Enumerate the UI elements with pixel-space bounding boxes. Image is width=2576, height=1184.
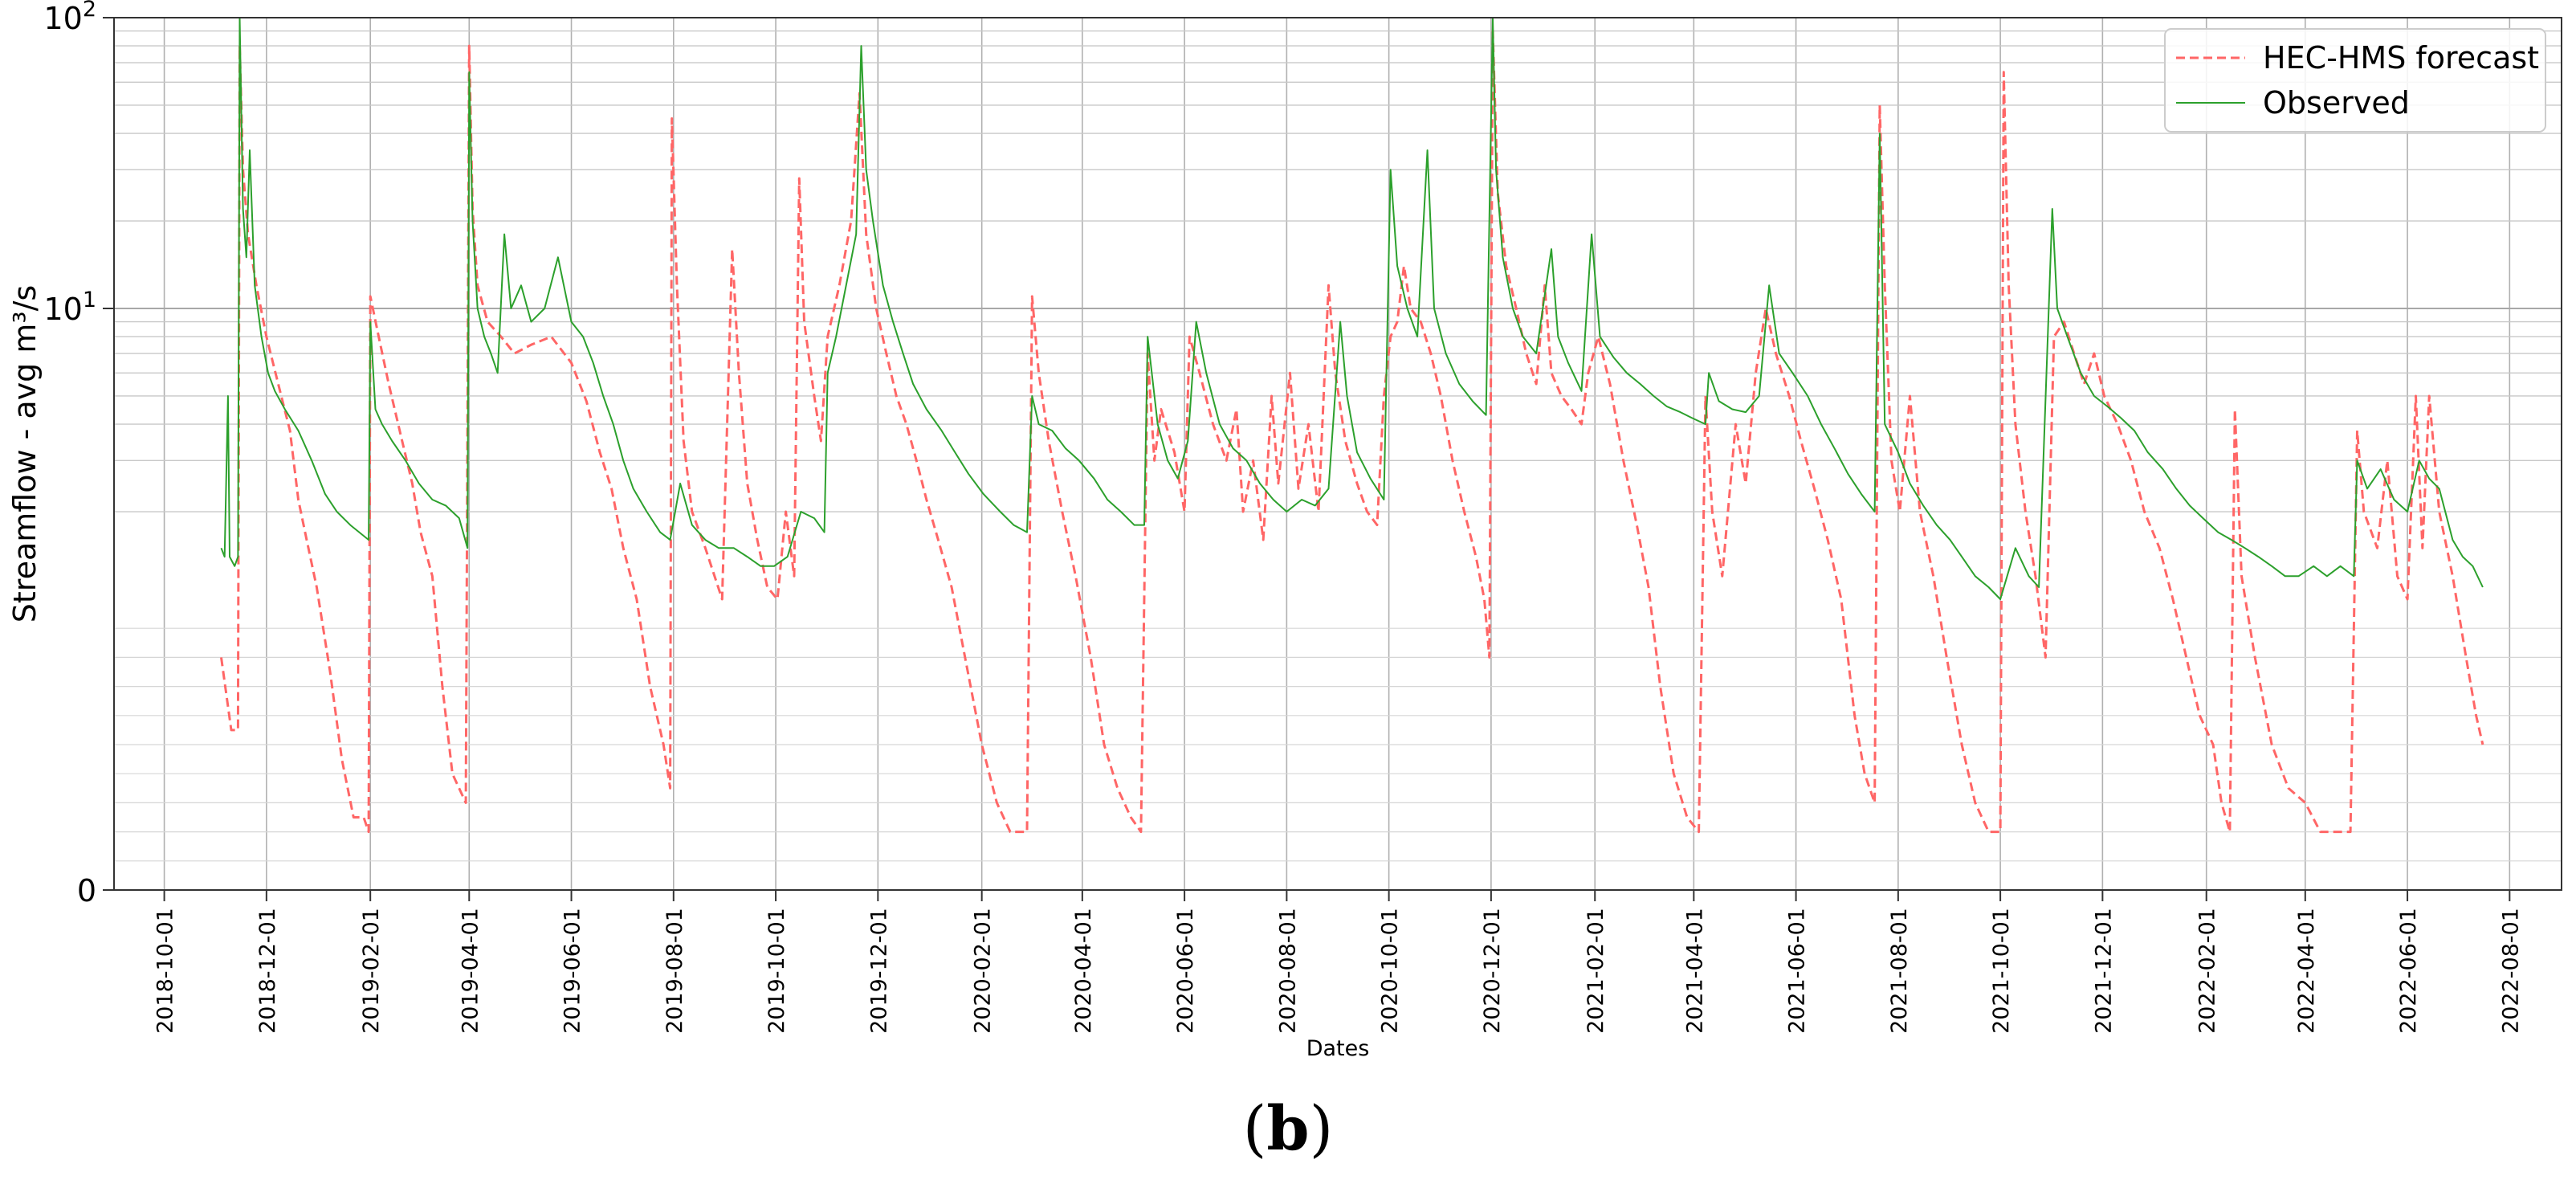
plot-frame — [113, 17, 2562, 891]
x-tick-label: 2019-06-01 — [560, 908, 585, 1034]
figure-caption: (b) — [0, 1092, 2576, 1164]
x-tick-label: 2019-12-01 — [866, 908, 891, 1034]
x-tick-label: 2020-02-01 — [971, 908, 996, 1034]
grid — [114, 17, 2562, 891]
series-observed-line — [220, 17, 2484, 600]
x-tick-label: 2020-08-01 — [1275, 908, 1300, 1034]
x-tick-label: 2022-04-01 — [2294, 908, 2319, 1034]
x-tick-label: 2021-06-01 — [1785, 908, 1810, 1034]
x-axis: 2018-10-01 2018-12-01 2019-02-01 2019-04-01… — [153, 890, 2523, 1034]
legend: HEC-HMS forecast Observed — [2164, 28, 2546, 133]
x-tick-label: 2020-04-01 — [1071, 908, 1096, 1034]
x-tick-label: 2021-04-01 — [1682, 908, 1707, 1034]
caption-open: ( — [1242, 1092, 1267, 1164]
caption-letter: b — [1266, 1092, 1310, 1164]
x-tick-label: 2019-04-01 — [458, 908, 483, 1034]
series-forecast-line — [220, 30, 2484, 834]
series-layer — [220, 17, 2484, 834]
x-tick-label: 2019-02-01 — [359, 908, 384, 1034]
x-tick-label: 2019-10-01 — [764, 908, 789, 1034]
x-tick-label: 2018-12-01 — [255, 908, 280, 1034]
x-tick-label: 2022-02-01 — [2195, 908, 2220, 1034]
legend-label: HEC-HMS forecast — [2263, 40, 2539, 76]
legend-label: Observed — [2263, 85, 2410, 120]
x-tick-label: 2021-08-01 — [1887, 908, 1912, 1034]
x-tick-label: 2020-06-01 — [1173, 908, 1198, 1034]
x-tick-label: 2022-08-01 — [2498, 908, 2523, 1034]
caption-close: ) — [1309, 1092, 1334, 1164]
x-tick-label: 2020-12-01 — [1480, 908, 1505, 1034]
chart: 2018-10-01 2018-12-01 2019-02-01 2019-04-01… — [7, 0, 2562, 1061]
y-tick-label: 0 — [77, 873, 96, 908]
x-tick-label: 2021-02-01 — [1584, 908, 1608, 1034]
legend-box — [2164, 28, 2546, 133]
x-tick-label: 2021-12-01 — [2091, 908, 2116, 1034]
x-tick-label: 2018-10-01 — [153, 908, 178, 1034]
x-tick-label: 2020-10-01 — [1378, 908, 1403, 1034]
x-tick-label: 2022-06-01 — [2396, 908, 2421, 1034]
y-axis-title: Streamflow - avg m³/s — [7, 285, 43, 623]
y-tick-label: 101 — [43, 288, 96, 327]
y-tick-label: 102 — [43, 0, 96, 36]
x-tick-label: 2019-08-01 — [662, 908, 687, 1034]
x-tick-label: 2021-10-01 — [1989, 908, 2014, 1034]
x-axis-title: Dates — [1306, 1036, 1370, 1061]
y-axis: 0 101 102 — [43, 0, 114, 908]
